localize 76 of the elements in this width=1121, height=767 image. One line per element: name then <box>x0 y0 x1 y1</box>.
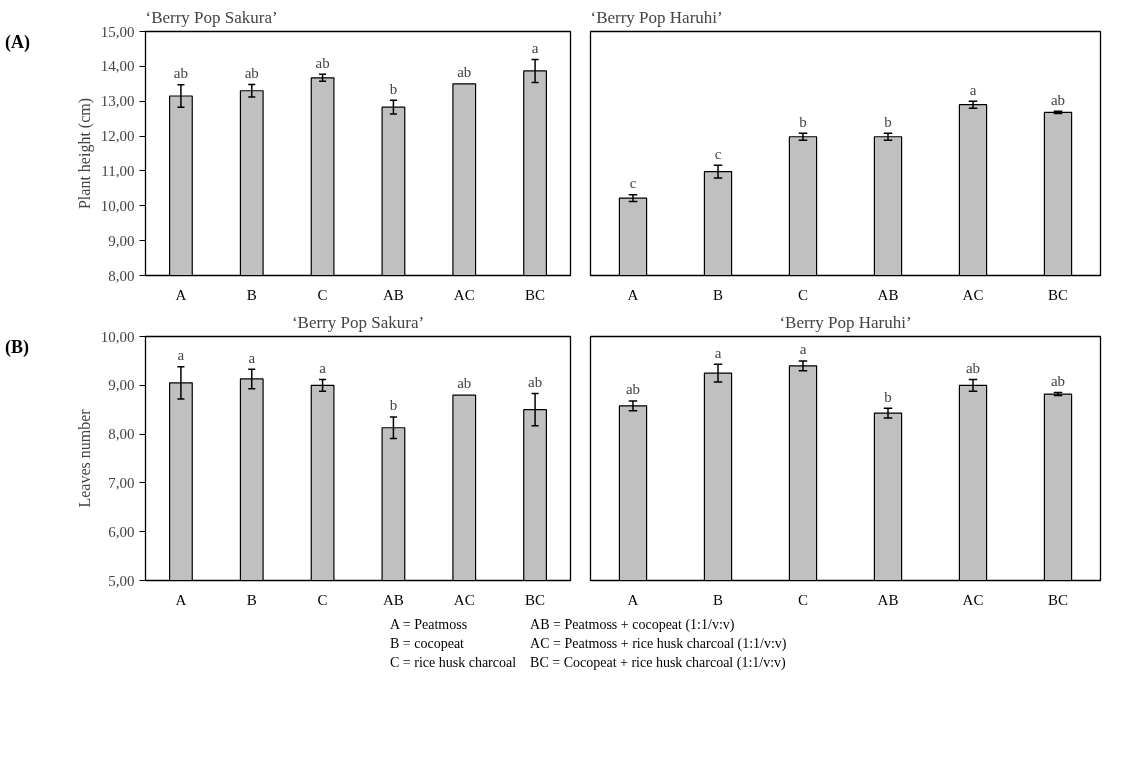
data-label: ab <box>173 65 189 82</box>
x-tick-label: C <box>798 591 809 608</box>
y-tick-label: 8,00 <box>108 426 135 443</box>
y-axis-title: Leaves number <box>75 408 93 508</box>
chart-title: ‘Berry Pop Sakura’ <box>145 7 278 27</box>
data-label: a <box>248 349 256 366</box>
x-tick-label: AB <box>877 286 899 303</box>
text: A = Peatmoss <box>390 616 469 634</box>
y-tick-label: 7,00 <box>108 474 135 491</box>
x-tick-label: C <box>317 286 328 303</box>
data-label: a <box>714 344 722 361</box>
x-tick-label: BC <box>525 286 546 303</box>
data-label: c <box>714 145 722 162</box>
chart-title: ‘Berry Pop Haruhi’ <box>779 312 912 332</box>
data-label: ab <box>965 359 981 376</box>
y-tick-label: 10,00 <box>100 328 135 345</box>
text: (A) <box>5 32 30 52</box>
data-label: c <box>629 174 637 191</box>
chart-title: ‘Berry Pop Sakura’ <box>291 312 425 332</box>
y-tick-label: 9,00 <box>108 377 135 394</box>
y-tick-label: 14,00 <box>100 58 135 75</box>
x-tick-label: AC <box>962 591 984 608</box>
data-label: ab <box>625 381 641 398</box>
data-label: ab <box>244 64 259 81</box>
data-label: a <box>799 341 807 358</box>
text: B = cocopeat <box>390 635 465 653</box>
data-label: a <box>319 359 327 376</box>
data-label: ab <box>1050 372 1066 389</box>
data-label: b <box>884 388 892 405</box>
data-label: b <box>799 113 807 130</box>
x-tick-label: BC <box>525 591 546 608</box>
x-tick-label: B <box>246 591 257 608</box>
x-tick-label: AB <box>877 591 899 608</box>
x-tick-label: BC <box>1048 591 1069 608</box>
x-tick-label: B <box>713 591 724 608</box>
x-tick-label: AC <box>453 286 475 303</box>
x-tick-label: C <box>317 591 328 608</box>
y-axis-title: Plant height (cm) <box>75 97 94 210</box>
data-label: b <box>389 397 398 414</box>
text: AB = Peatmoss + cocopeat (1:1/v:v) <box>530 616 736 634</box>
chart-title: ‘Berry Pop Haruhi’ <box>590 7 723 27</box>
x-tick-label: B <box>713 286 724 303</box>
y-tick-label: 10,00 <box>100 197 135 214</box>
text: AC = Peatmoss + rice husk charcoal (1:1/v:v) <box>530 635 787 653</box>
x-tick-label: AC <box>962 286 984 303</box>
data-label: b <box>884 113 892 130</box>
data-label: b <box>389 80 398 97</box>
text: C = rice husk charcoal <box>390 654 517 672</box>
y-tick-label: 9,00 <box>108 232 135 249</box>
data-label: ab <box>457 64 472 81</box>
y-tick-label: 15,00 <box>100 23 135 40</box>
y-tick-label: 8,00 <box>108 267 135 284</box>
text: (B) <box>5 337 29 357</box>
y-tick-label: 6,00 <box>108 523 135 540</box>
data-label: a <box>177 347 185 364</box>
y-tick-label: 12,00 <box>100 128 135 145</box>
x-tick-label: B <box>246 286 257 303</box>
data-label: a <box>969 81 977 98</box>
data-label: a <box>531 39 539 56</box>
x-tick-label: AB <box>383 591 404 608</box>
x-tick-label: C <box>798 286 809 303</box>
y-tick-label: 13,00 <box>100 93 135 110</box>
x-tick-label: AC <box>453 591 475 608</box>
x-tick-label: A <box>175 591 187 608</box>
text: BC = Cocopeat + rice husk charcoal (1:1/v:v) <box>530 654 787 672</box>
x-tick-label: A <box>627 591 639 608</box>
x-tick-label: A <box>627 286 639 303</box>
data-label: ab <box>315 54 330 71</box>
y-tick-label: 5,00 <box>108 572 135 589</box>
y-tick-label: 11,00 <box>101 162 135 179</box>
data-label: ab <box>457 375 472 392</box>
x-tick-label: AB <box>383 286 404 303</box>
x-tick-label: BC <box>1048 286 1069 303</box>
data-label: ab <box>528 373 543 390</box>
data-label: ab <box>1050 91 1066 108</box>
x-tick-label: A <box>175 286 187 303</box>
